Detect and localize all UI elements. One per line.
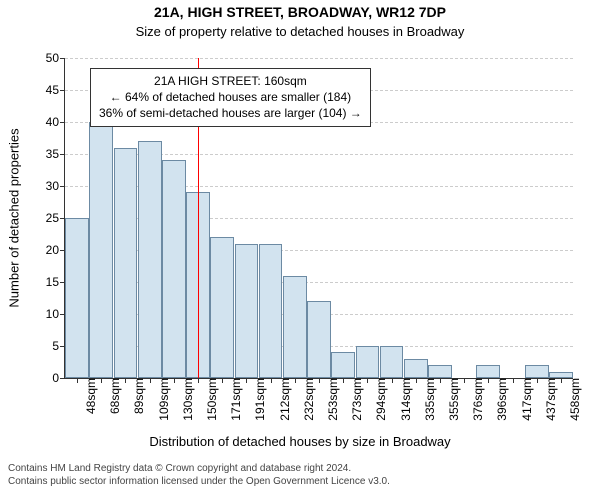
histogram-bar (114, 148, 138, 378)
histogram-bar (138, 141, 162, 378)
histogram-bar (235, 244, 259, 378)
chart-subtitle: Size of property relative to detached ho… (0, 24, 600, 39)
chart-title: 21A, HIGH STREET, BROADWAY, WR12 7DP (0, 4, 600, 20)
xtick-label: 417sqm (518, 378, 534, 421)
xtick-mark (319, 378, 320, 383)
xtick-mark (295, 378, 296, 383)
histogram-bar (380, 346, 404, 378)
xtick-mark (222, 378, 223, 383)
xtick-mark (513, 378, 514, 383)
xtick-label: 273sqm (348, 378, 364, 421)
attribution-line: Contains public sector information licen… (8, 475, 592, 488)
ytick-label: 0 (52, 371, 65, 385)
ytick-label: 30 (46, 179, 65, 193)
xtick-label: 458sqm (566, 378, 582, 421)
histogram-bar (307, 301, 331, 378)
ytick-label: 25 (46, 211, 65, 225)
histogram-bar (259, 244, 283, 378)
histogram-bar (525, 365, 549, 378)
xtick-mark (198, 378, 199, 383)
xtick-mark (174, 378, 175, 383)
histogram-bar (162, 160, 186, 378)
xtick-label: 191sqm (251, 378, 267, 421)
ytick-label: 20 (46, 243, 65, 257)
xtick-label: 355sqm (445, 378, 461, 421)
ytick-label: 35 (46, 147, 65, 161)
xtick-mark (367, 378, 368, 383)
xtick-mark (416, 378, 417, 383)
xtick-label: 68sqm (106, 378, 122, 414)
histogram-bar (476, 365, 500, 378)
xtick-label: 212sqm (276, 378, 292, 421)
histogram-bar (428, 365, 452, 378)
info-box-line: ← 64% of detached houses are smaller (18… (99, 89, 362, 105)
xtick-mark (271, 378, 272, 383)
ytick-label: 5 (52, 339, 65, 353)
property-size-histogram: 21A, HIGH STREET, BROADWAY, WR12 7DP Siz… (0, 0, 600, 500)
x-axis-label: Distribution of detached houses by size … (0, 434, 600, 449)
xtick-mark (440, 378, 441, 383)
xtick-mark (392, 378, 393, 383)
xtick-mark (488, 378, 489, 383)
histogram-bar (283, 276, 307, 378)
attribution-line: Contains HM Land Registry data © Crown c… (8, 462, 592, 475)
xtick-label: 294sqm (372, 378, 388, 421)
histogram-bar (210, 237, 234, 378)
ytick-label: 15 (46, 275, 65, 289)
xtick-label: 130sqm (179, 378, 195, 421)
xtick-label: 150sqm (203, 378, 219, 421)
info-box-line: 21A HIGH STREET: 160sqm (99, 73, 362, 89)
histogram-bar (331, 352, 355, 378)
xtick-mark (77, 378, 78, 383)
xtick-label: 109sqm (155, 378, 171, 421)
xtick-mark (150, 378, 151, 383)
xtick-mark (464, 378, 465, 383)
xtick-label: 335sqm (421, 378, 437, 421)
xtick-label: 48sqm (82, 378, 98, 414)
xtick-label: 396sqm (493, 378, 509, 421)
info-box: 21A HIGH STREET: 160sqm← 64% of detached… (90, 68, 371, 127)
xtick-label: 171sqm (227, 378, 243, 421)
xtick-label: 437sqm (542, 378, 558, 421)
xtick-label: 253sqm (324, 378, 340, 421)
y-axis-label: Number of detached properties (7, 128, 22, 307)
xtick-mark (561, 378, 562, 383)
xtick-label: 89sqm (130, 378, 146, 414)
ytick-label: 50 (46, 51, 65, 65)
ytick-label: 45 (46, 83, 65, 97)
histogram-bar (404, 359, 428, 378)
xtick-mark (246, 378, 247, 383)
histogram-bar (356, 346, 380, 378)
attribution-text: Contains HM Land Registry data © Crown c… (8, 462, 592, 488)
xtick-label: 314sqm (397, 378, 413, 421)
xtick-mark (343, 378, 344, 383)
histogram-bar (89, 122, 113, 378)
xtick-label: 232sqm (300, 378, 316, 421)
info-box-line: 36% of semi-detached houses are larger (… (99, 105, 362, 121)
xtick-mark (537, 378, 538, 383)
histogram-bar (65, 218, 89, 378)
ytick-label: 40 (46, 115, 65, 129)
xtick-mark (125, 378, 126, 383)
xtick-mark (101, 378, 102, 383)
ytick-label: 10 (46, 307, 65, 321)
xtick-label: 376sqm (469, 378, 485, 421)
